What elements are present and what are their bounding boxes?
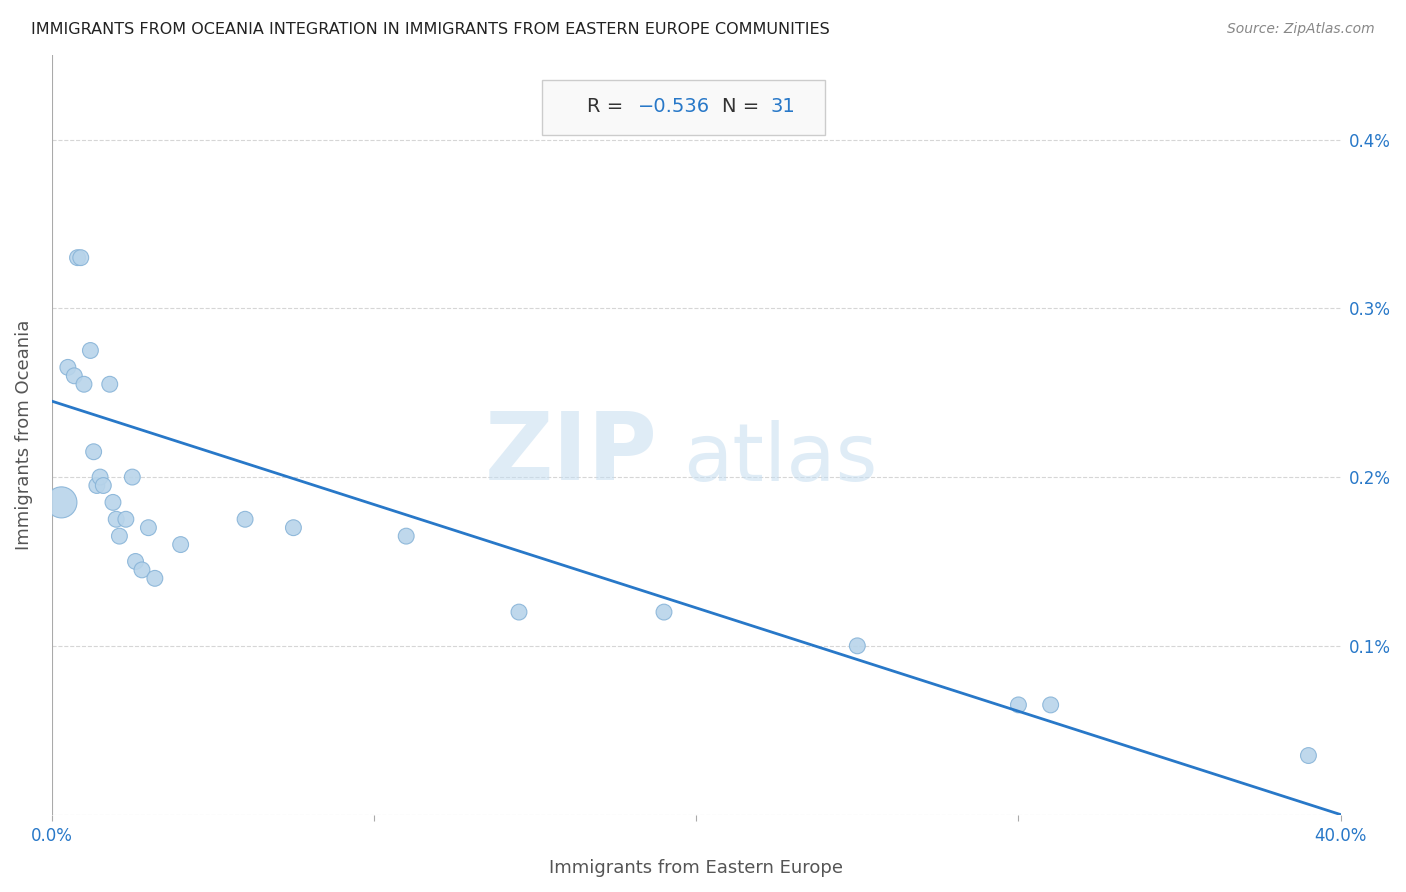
Point [83,444,105,458]
Point [121,470,143,484]
FancyBboxPatch shape [541,80,825,135]
Point [56,360,79,375]
Point [124,554,146,568]
Point [69,251,91,265]
Point [395,529,418,543]
Point [115,512,138,526]
Point [233,512,256,526]
Point [131,563,153,577]
Text: −0.536: −0.536 [638,97,710,116]
Point [73,377,96,392]
Point [143,571,166,585]
Point [98,377,121,392]
Point [86,478,108,492]
Text: N =: N = [723,97,765,116]
Point [283,521,305,535]
Y-axis label: Immigrants from Oceania: Immigrants from Oceania [15,319,32,550]
Point [652,605,675,619]
Point [79,343,101,358]
Point [846,639,869,653]
Text: ZIP: ZIP [485,408,658,500]
Point [1298,748,1320,763]
Point [108,529,131,543]
Text: R =: R = [586,97,628,116]
Text: IMMIGRANTS FROM OCEANIA INTEGRATION IN IMMIGRANTS FROM EASTERN EUROPE COMMUNITIE: IMMIGRANTS FROM OCEANIA INTEGRATION IN I… [31,22,830,37]
Text: atlas: atlas [683,420,877,498]
Point [101,495,124,509]
Point [89,470,111,484]
Point [138,521,160,535]
X-axis label: Immigrants from Eastern Europe: Immigrants from Eastern Europe [550,859,844,877]
Point [66,251,89,265]
Text: 31: 31 [770,97,796,116]
Point [105,512,128,526]
Point [508,605,530,619]
Point [91,478,114,492]
Point [1039,698,1062,712]
Point [1007,698,1029,712]
Point [63,368,86,383]
Text: Source: ZipAtlas.com: Source: ZipAtlas.com [1227,22,1375,37]
Point [51,495,73,509]
Point [169,538,191,552]
